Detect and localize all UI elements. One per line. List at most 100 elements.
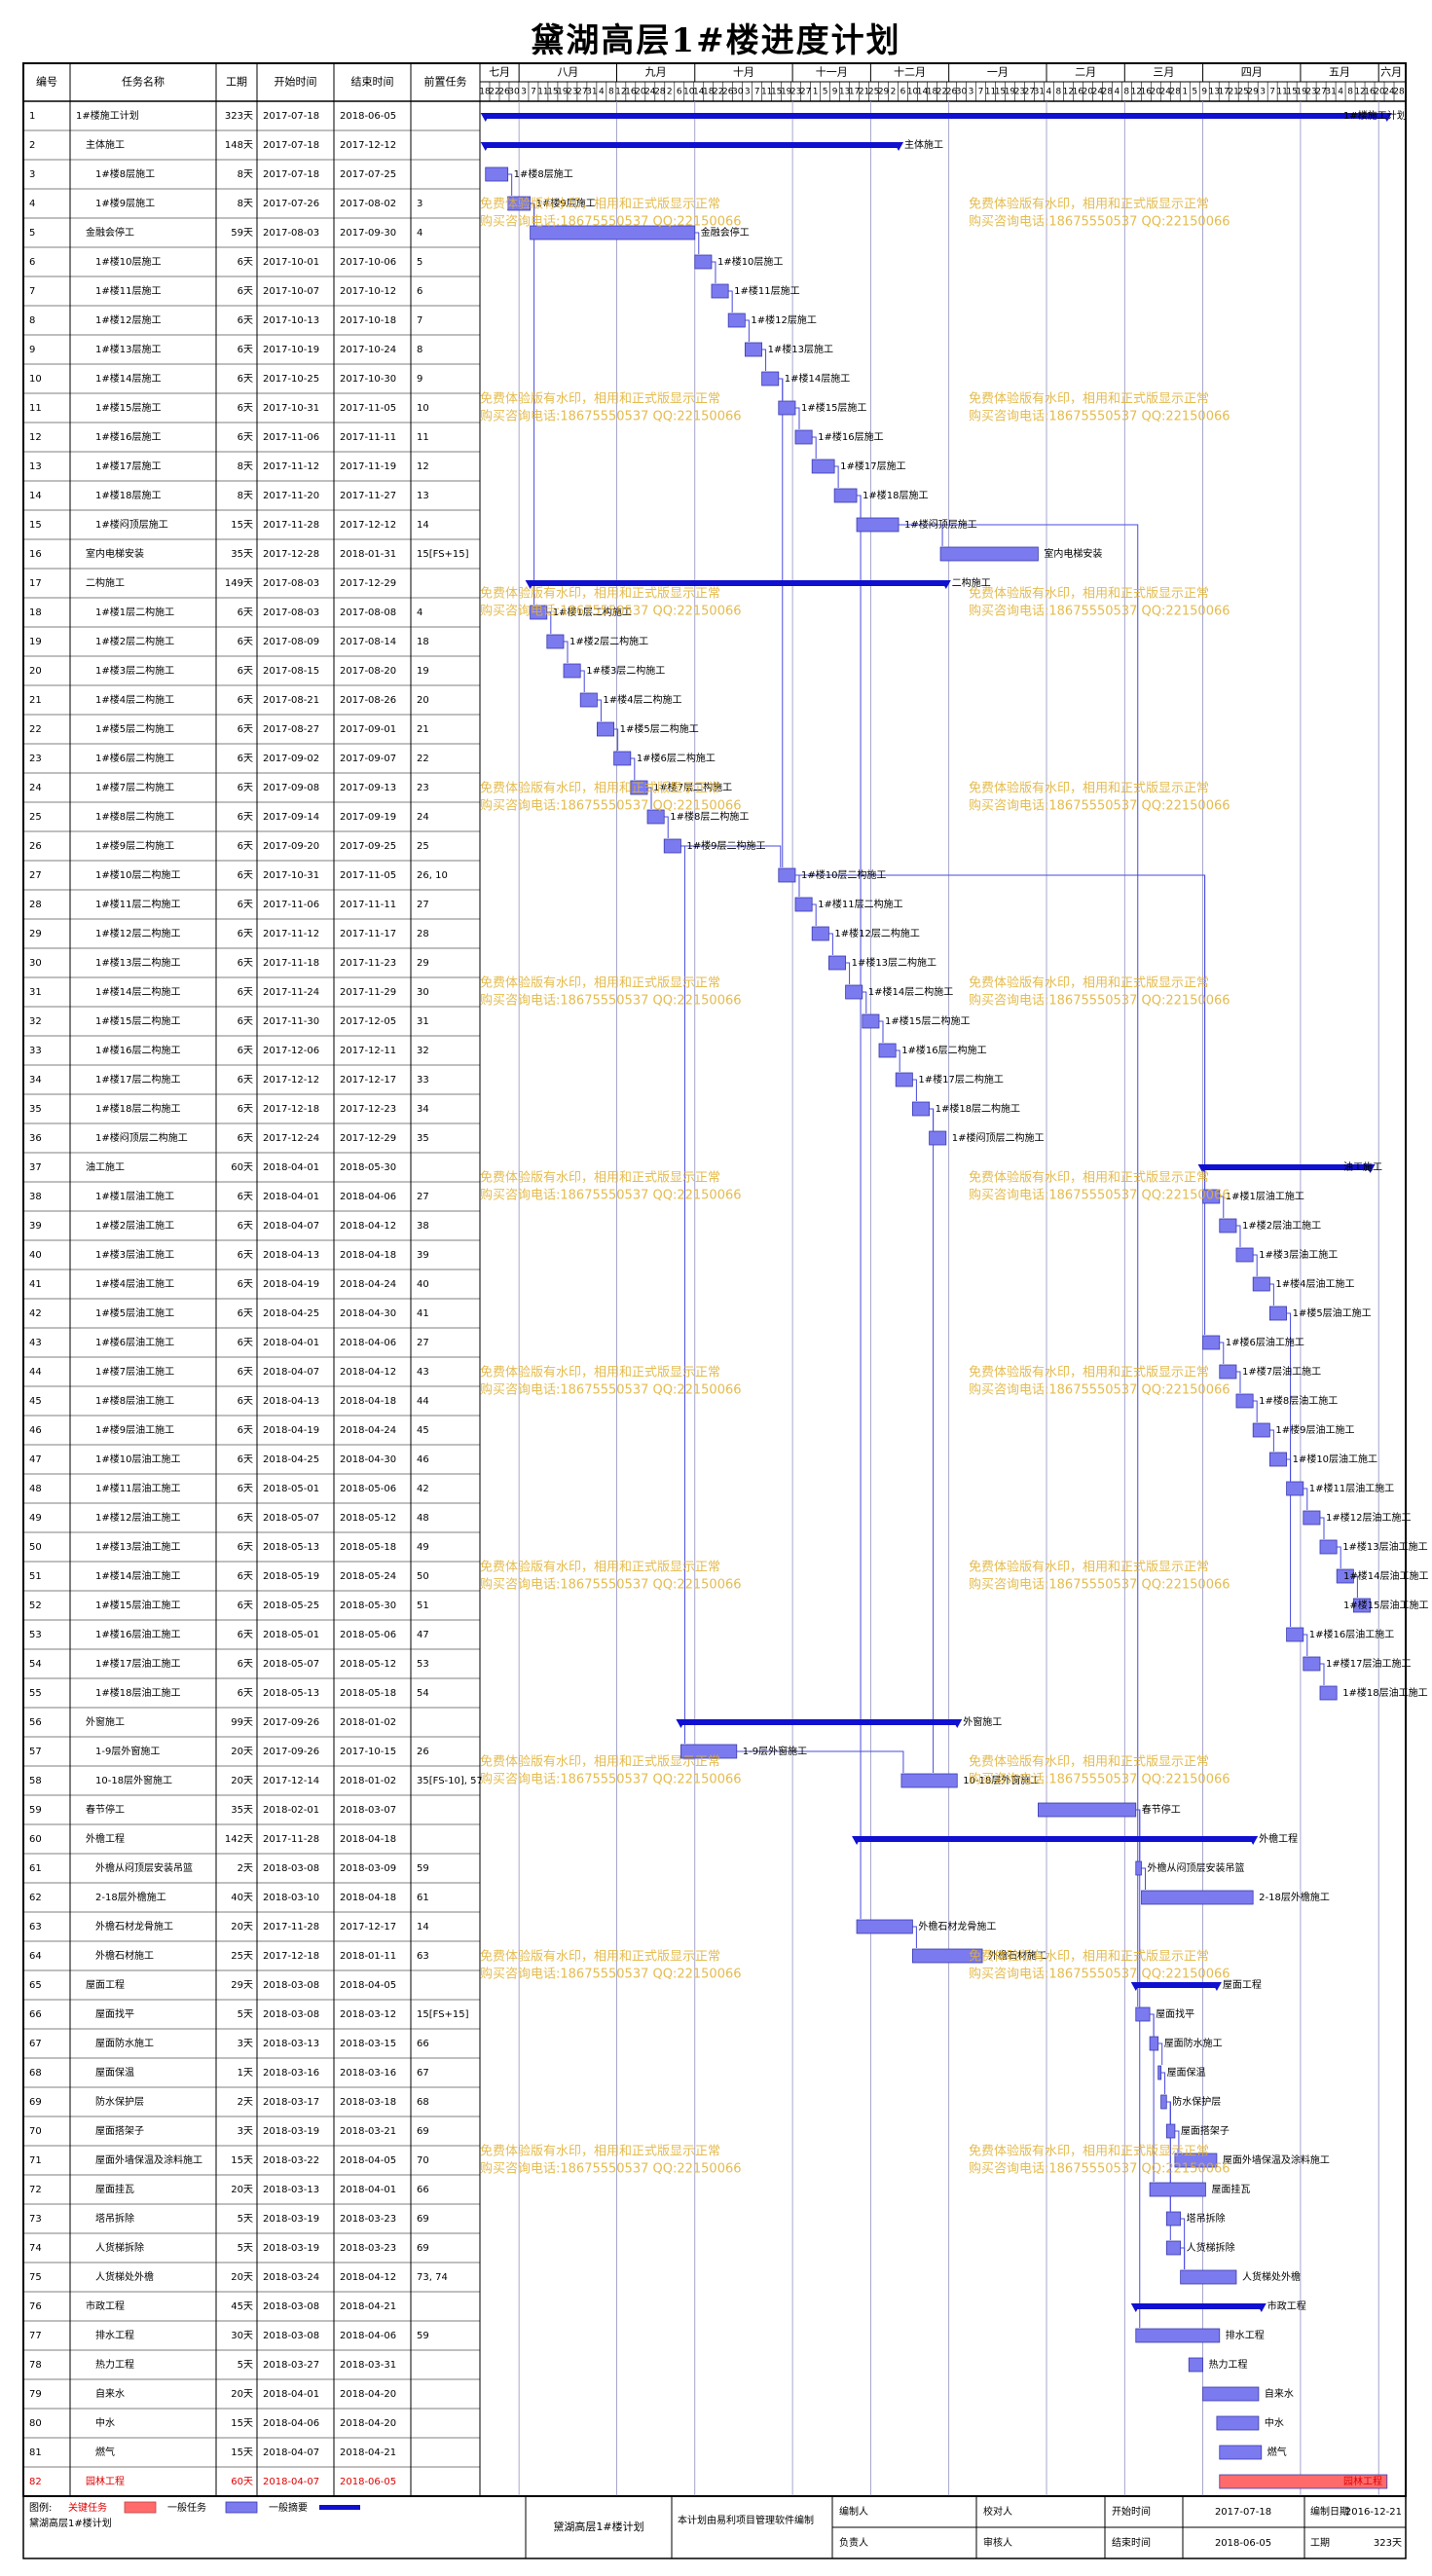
task-start: 2018-03-10 [263,1893,319,1903]
task-name: 1#楼18层油工施工 [95,1686,180,1699]
timescale-day: 29 [878,88,890,97]
task-id: 51 [29,1571,42,1582]
timescale-day: 30 [508,88,520,97]
task-bar [546,634,565,649]
task-bar [1135,2006,1151,2022]
dependency-link [1174,2130,1180,2153]
summary-bar-end-cap [952,1719,963,1728]
task-duration: 6天 [238,1630,253,1640]
footer-duration-value: 323天 [1374,2538,1402,2549]
task-duration: 6天 [238,1046,253,1056]
task-duration: 6天 [238,841,253,852]
task-start: 2017-12-18 [263,1951,319,1962]
task-duration: 6天 [238,812,253,823]
bar-label: 1#楼13层施工 [768,343,833,355]
dependency-link [1337,1546,1341,1568]
timescale-day: 3 [521,88,527,97]
task-name: 中水 [95,2416,115,2429]
task-finish: 2017-09-30 [340,228,396,239]
task-name: 1-9层外窗施工 [95,1745,160,1757]
task-bar [507,196,532,211]
timescale-day: 8 [608,88,614,97]
task-finish: 2017-10-12 [340,286,396,297]
dependency-link [1286,1312,1292,1481]
task-name: 1#楼8层施工 [95,167,155,180]
task-finish: 2017-11-23 [340,958,396,969]
timescale-day: 9 [832,88,838,97]
dependency-link [680,845,685,1744]
watermark-left-line1: 免费体验版有水印，相用和正式版显示正常 [480,975,720,991]
task-name: 1#楼施工计划 [76,109,139,122]
dependency-link [680,845,782,867]
task-finish: 2018-01-02 [340,1717,396,1728]
timescale-day: 11 [537,88,548,97]
task-finish: 2018-04-24 [340,1279,396,1290]
task-start: 2018-04-13 [263,1250,319,1261]
task-name: 1#楼3层油工施工 [95,1248,174,1261]
task-duration: 25天 [231,1951,253,1962]
watermark-left-line1: 免费体验版有水印，相用和正式版显示正常 [480,1365,720,1380]
legend-critical-swatch [124,2501,157,2514]
watermark-right-line1: 免费体验版有水印，相用和正式版显示正常 [969,1365,1209,1380]
task-finish: 2017-12-17 [340,1922,396,1932]
dependency-link [564,641,569,663]
task-start: 2017-12-18 [263,1104,319,1115]
timescale-month: 九月 [645,66,667,79]
timescale-day: 28 [1102,88,1114,97]
task-duration: 6天 [238,1133,253,1144]
bar-label: 10-18层外窗施工 [963,1774,1040,1786]
watermark-right-line2: 购买咨询电话:18675550537 QQ:22150066 [969,2161,1230,2177]
task-id: 16 [29,549,42,560]
timescale-day: 16 [1364,88,1376,97]
task-start: 2017-10-31 [263,870,319,881]
task-name: 屋面工程 [86,1979,125,1991]
task-name: 1#楼2层油工施工 [95,1219,174,1232]
task-bar [778,400,796,416]
task-start: 2018-05-01 [263,1630,319,1640]
timescale-day: 20 [1374,88,1385,97]
task-id: 56 [29,1717,42,1728]
timescale-day: 2 [891,88,897,97]
dependency-link [912,1926,917,1948]
task-id: 28 [29,900,42,910]
task-duration: 6天 [238,1659,253,1670]
task-name: 1#楼6层油工施工 [95,1336,174,1348]
task-start: 2017-11-30 [263,1016,319,1027]
task-name: 防水保护层 [95,2095,144,2108]
footer-compiled-by: 编制人 [839,2505,868,2518]
dependency-link [828,933,833,955]
bar-label: 1#楼11层油工施工 [1309,1482,1394,1494]
watermark-right-line2: 购买咨询电话:18675550537 QQ:22150066 [969,214,1230,230]
task-name: 1#楼13层二构施工 [95,956,180,969]
bar-label: 1#楼2层二构施工 [569,635,648,647]
footer-finish-value: 2018-06-05 [1215,2538,1271,2549]
task-start: 2018-03-08 [263,2301,319,2312]
task-duration: 6天 [238,1396,253,1407]
column-header-duration: 工期 [226,76,247,89]
task-predecessor: 47 [417,1630,429,1640]
task-finish: 2017-12-23 [340,1104,396,1115]
task-bar [694,254,713,270]
dependency-link [912,1079,917,1101]
task-finish: 2018-03-07 [340,1805,396,1816]
task-name: 塔吊拆除 [95,2212,134,2225]
task-start: 2018-02-01 [263,1805,319,1816]
dependency-link [736,1750,904,1773]
task-name: 燃气 [95,2446,115,2458]
summary-bar [530,580,946,586]
task-finish: 2018-04-18 [340,1250,396,1261]
task-id: 62 [29,1893,42,1903]
task-duration: 6天 [238,345,253,355]
task-finish: 2017-11-11 [340,900,396,910]
footer-date-label: 编制日期 [1310,2505,1349,2518]
summary-bar-end-cap [1381,113,1392,122]
task-start: 2017-11-06 [263,432,319,443]
timescale-day: 12 [615,88,626,97]
summary-bar-end-cap [940,580,951,589]
task-duration: 6天 [238,1367,253,1378]
task-bar [1352,1598,1371,1613]
task-predecessor: 5 [417,257,422,268]
task-id: 68 [29,2068,42,2079]
task-bar [711,283,729,299]
task-name: 屋面挂瓦 [95,2183,134,2195]
